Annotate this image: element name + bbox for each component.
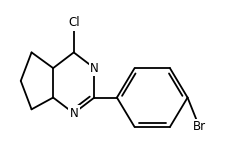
Text: Cl: Cl [68, 16, 79, 29]
Text: Br: Br [192, 120, 205, 133]
Text: N: N [69, 107, 78, 120]
Text: N: N [90, 62, 98, 75]
